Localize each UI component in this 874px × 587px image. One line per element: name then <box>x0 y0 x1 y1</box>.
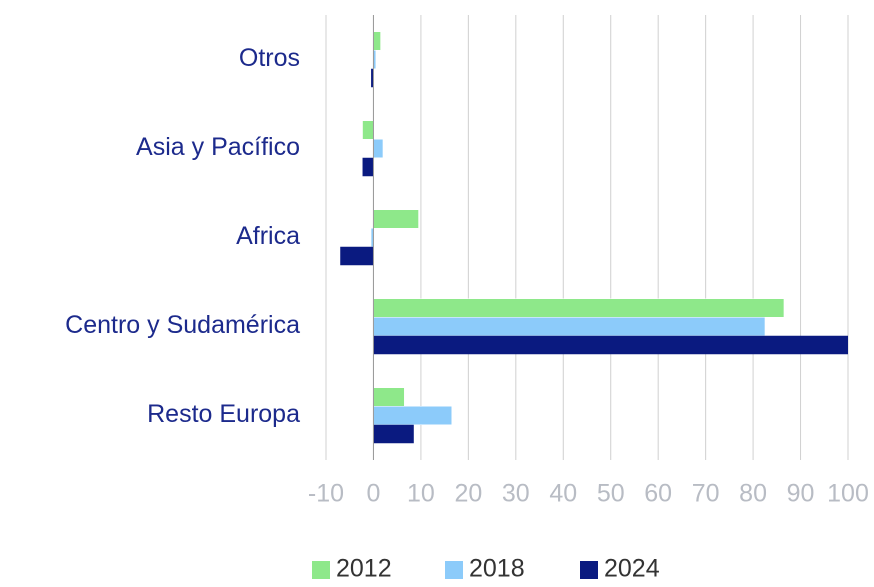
bar <box>373 387 405 407</box>
legend-label: 2018 <box>469 555 525 582</box>
bar <box>373 298 785 318</box>
bar <box>362 120 374 140</box>
x-tick-label: 60 <box>644 480 672 508</box>
bar <box>340 246 374 266</box>
category-label: Centro y Sudamérica <box>65 311 300 339</box>
x-tick-label: 30 <box>502 480 530 508</box>
x-tick-label: 80 <box>739 480 767 508</box>
bar <box>373 209 419 229</box>
legend-label: 2024 <box>604 555 660 582</box>
x-tick-label: 90 <box>787 480 815 508</box>
legend-swatch <box>312 561 330 579</box>
x-tick-label: 100 <box>827 480 869 508</box>
x-tick-label: 20 <box>454 480 482 508</box>
x-tick-label: 10 <box>407 480 435 508</box>
x-tick-label: -10 <box>308 480 344 508</box>
bar <box>362 157 374 177</box>
legend-label: 2012 <box>336 555 392 582</box>
bar <box>373 31 381 51</box>
category-label: Asia y Pacífico <box>136 133 300 161</box>
category-label: Africa <box>236 222 300 250</box>
bar <box>373 317 766 336</box>
x-tick-label: 40 <box>549 480 577 508</box>
legend-swatch <box>445 561 463 579</box>
bar <box>371 68 374 88</box>
bar <box>373 139 384 158</box>
x-tick-label: 50 <box>597 480 625 508</box>
x-tick-label: 70 <box>692 480 720 508</box>
bar <box>373 406 453 425</box>
bar <box>373 335 848 355</box>
x-tick-label: 0 <box>367 480 381 508</box>
category-label: Resto Europa <box>147 400 300 428</box>
category-label: Otros <box>239 44 300 72</box>
bar <box>373 424 414 444</box>
legend-swatch <box>580 561 598 579</box>
